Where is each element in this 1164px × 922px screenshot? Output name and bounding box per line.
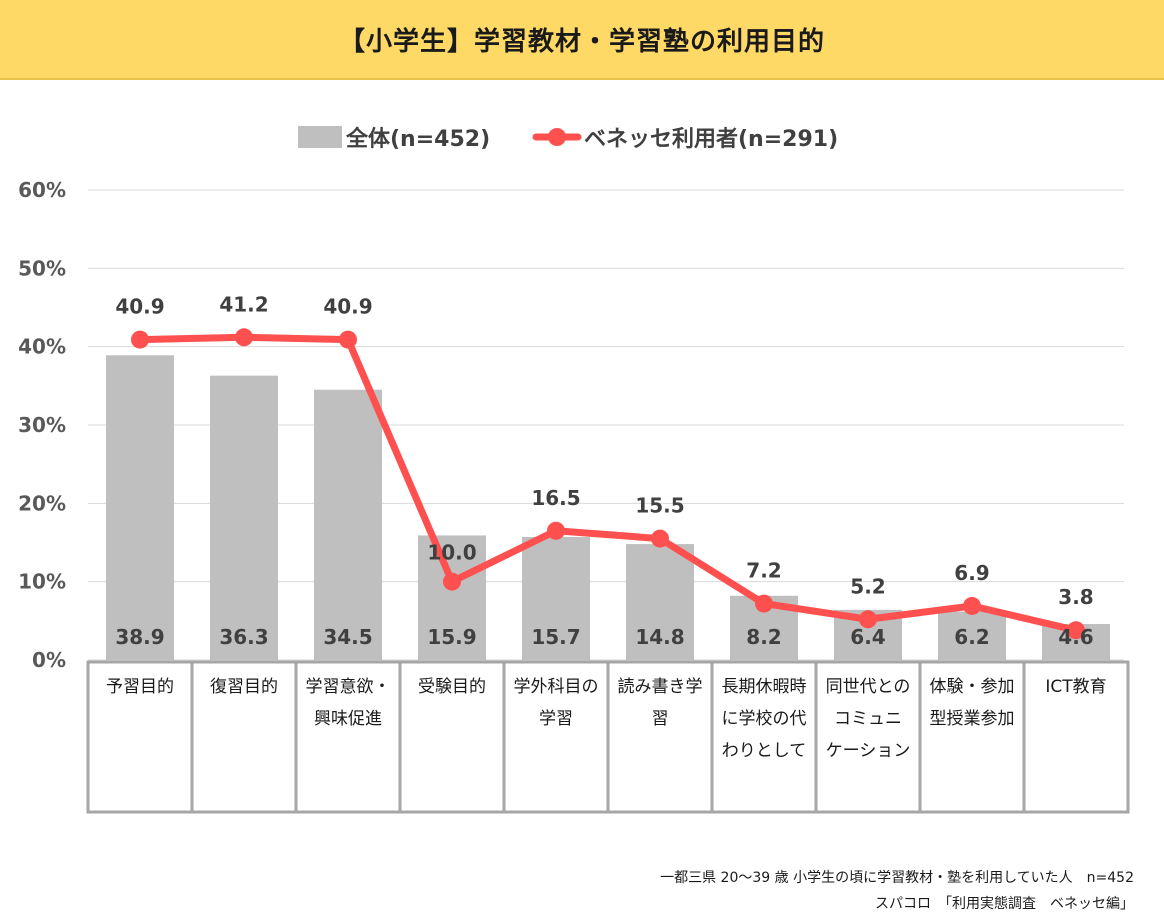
x-tick-label: ケーション [826,741,911,761]
footnote-source: スパコロ 「利用実態調査 ベネッセ編」 [875,896,1134,912]
bar-data-label: 15.7 [531,625,580,649]
x-tick-label: 同世代との [826,677,911,697]
x-tick-label: に学校の代 [722,709,807,729]
bar [106,355,174,660]
x-tick-label: 体験・参加 [930,677,1015,697]
x-tick-label: 型授業参加 [930,709,1015,729]
line-data-label: 5.2 [850,574,885,598]
line-data-label: 41.2 [219,292,268,316]
bar-data-label: 4.6 [1058,625,1093,649]
y-tick-label: 50% [18,256,66,280]
x-tick-label: 習 [652,709,669,729]
line-point [131,330,149,349]
x-tick-label: 長期休暇時 [722,677,807,697]
line-data-label: 3.8 [1058,585,1093,609]
legend-label-line: ベネッセ利用者(n=291) [584,127,838,152]
x-tick-label: 学習意欲・ [306,677,391,697]
y-tick-label: 60% [18,178,66,202]
bar-data-label: 14.8 [635,625,684,649]
line-point [1067,621,1085,640]
bar-data-label: 38.9 [115,625,164,649]
line-data-label: 15.5 [635,494,684,518]
y-tick-label: 20% [18,491,66,515]
bar-data-label: 6.4 [850,625,885,649]
bar [314,389,382,660]
y-tick-label: 30% [18,413,66,437]
line-data-label: 7.2 [746,559,781,583]
legend-swatch-bar [298,126,342,148]
x-tick-label: 予習目的 [106,677,174,697]
x-tick-label: わりとして [722,741,807,761]
line-point [235,328,253,347]
x-tick-label: 受験目的 [418,677,486,697]
x-tick-label: 学習 [539,709,573,729]
line-point [651,529,669,548]
footnote-sample: 一都三県 20～39 歳 小学生の頃に学習教材・塾を利用していた人 n=452 [660,870,1134,886]
line-point [755,594,773,613]
bar [210,375,278,660]
bar-data-label: 36.3 [219,625,268,649]
series-line [136,333,1080,634]
title-bar: 【小学生】学習教材・学習塾の利用目的 [0,0,1164,80]
bar-data-label: 34.5 [323,625,372,649]
bar-data-label: 15.9 [427,625,476,649]
line-point [443,572,461,591]
bar [938,611,1006,660]
line-data-label: 6.9 [954,561,989,585]
bar [522,537,590,660]
legend-label-bar: 全体(n=452) [345,126,490,152]
line-point [339,330,357,349]
x-tick-label: ICT教育 [1045,677,1106,697]
bar-data-label: 8.2 [746,625,781,649]
bar [626,544,694,660]
legend-swatch-marker [548,128,566,146]
line-data-label: 10.0 [427,541,476,565]
line-point [859,610,877,629]
bar-data-label: 6.2 [954,625,989,649]
x-tick-label: 復習目的 [210,677,278,697]
line-point [547,521,565,540]
chart-title: 【小学生】学習教材・学習塾の利用目的 [338,26,825,57]
y-tick-label: 10% [18,570,66,594]
x-tick-label: コミュニ [834,709,902,729]
line-point [963,596,981,615]
x-tick-label: 学外科目の [514,677,599,697]
y-tick-label: 0% [32,648,66,672]
bar [418,535,486,660]
y-tick-label: 40% [18,335,66,359]
x-tick-label: 読み書き学 [618,677,703,697]
line-data-label: 16.5 [531,486,580,510]
line-data-label: 40.9 [323,295,372,319]
line-data-label: 40.9 [115,295,164,319]
x-tick-label: 興味促進 [314,709,382,729]
